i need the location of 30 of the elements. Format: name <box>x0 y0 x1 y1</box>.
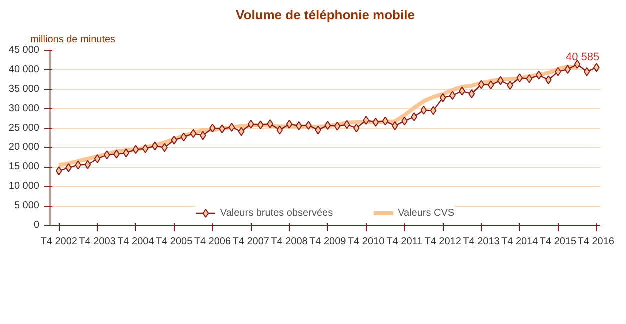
legend-label: Valeurs CVS <box>398 208 455 218</box>
x-tick-label: T4 2015 <box>540 236 578 248</box>
y-tick-label: 35 000 <box>8 84 40 95</box>
x-tick-label: T4 2013 <box>463 236 500 248</box>
x-tick-label: T4 2005 <box>156 236 194 248</box>
data-label: 40 585 <box>566 52 600 64</box>
x-tick-label: T4 2010 <box>348 236 386 248</box>
y-tick-label: 20 000 <box>8 142 40 154</box>
x-tick-label: T4 2003 <box>79 236 116 248</box>
y-tick-label: 15 000 <box>8 162 40 173</box>
x-tick-label: T4 2012 <box>424 236 462 248</box>
x-tick-label: T4 2006 <box>194 236 232 248</box>
y-axis-title: millions de minutes <box>30 34 116 46</box>
x-tick-label: T4 2007 <box>232 236 270 248</box>
y-tick-label: 45 000 <box>8 45 40 56</box>
y-tick-label: 25 000 <box>8 122 40 134</box>
y-tick-label: 40 000 <box>8 64 40 76</box>
x-tick-label: T4 2009 <box>310 236 347 248</box>
chart-title: Volume de téléphonie mobile <box>236 8 415 22</box>
legend-label: Valeurs brutes observées <box>220 208 334 218</box>
y-tick-label: 30 000 <box>8 103 40 114</box>
y-tick-label: 10 000 <box>8 181 40 192</box>
x-tick-label: T4 2008 <box>271 236 308 248</box>
x-tick-label: T4 2014 <box>502 236 539 248</box>
y-tick-label: 5 000 <box>14 200 40 212</box>
x-tick-label: T4 2016 <box>578 236 615 248</box>
x-tick-label: T4 2011 <box>386 236 424 248</box>
x-tick-label: T4 2004 <box>118 236 155 248</box>
x-tick-label: T4 2002 <box>40 236 78 248</box>
y-tick-label: 0 <box>34 220 40 231</box>
